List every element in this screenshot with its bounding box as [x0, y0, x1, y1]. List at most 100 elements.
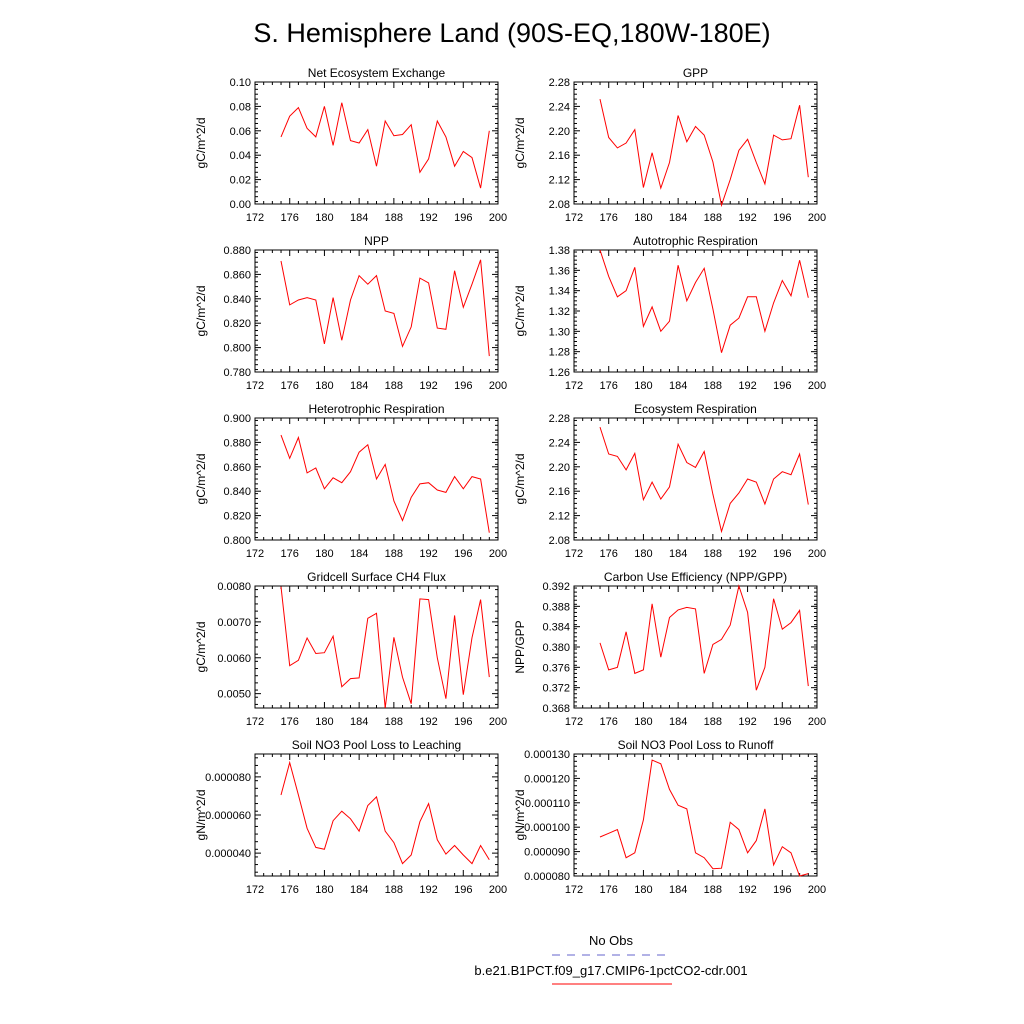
y-tick-label: 0.820: [223, 511, 251, 523]
x-tick-label: 200: [808, 212, 826, 224]
x-tick-label: 180: [634, 548, 652, 560]
series-line: [599, 426, 809, 534]
x-tick-label: 176: [600, 380, 618, 392]
x-tick-label: 172: [246, 884, 264, 896]
y-tick-label: 0.000110: [525, 798, 570, 810]
y-tick-label: 0.000080: [524, 871, 570, 883]
x-tick-label: 192: [419, 212, 437, 224]
x-tick-label: 176: [600, 212, 618, 224]
x-tick-label: 172: [565, 716, 583, 728]
y-tick-label: 1.28: [549, 347, 570, 359]
y-axis-label: gC/m^2/d: [194, 454, 208, 505]
panel-title: Net Ecosystem Exchange: [308, 66, 446, 80]
x-tick-label: 188: [385, 884, 403, 896]
y-axis-label: gC/m^2/d: [194, 286, 208, 337]
y-tick-label: 0.780: [223, 367, 251, 379]
y-axis-label: gN/m^2/d: [513, 790, 527, 841]
plot-frame: [254, 249, 499, 373]
y-tick-label: 0.000040: [205, 848, 251, 860]
y-tick-label: 2.28: [549, 413, 570, 425]
x-tick-label: 188: [704, 716, 722, 728]
x-tick-label: 200: [808, 380, 826, 392]
y-tick-label: 2.20: [549, 126, 570, 138]
y-tick-label: 0.000090: [524, 847, 570, 859]
x-tick-label: 184: [350, 548, 368, 560]
y-tick-label: 2.16: [549, 150, 570, 162]
y-tick-label: 0.388: [542, 601, 570, 613]
x-tick-label: 176: [600, 884, 618, 896]
chart-panel: Gridcell Surface CH4 Flux 172 176 180 184 188…: [194, 570, 507, 728]
x-tick-label: 184: [669, 884, 687, 896]
y-tick-label: 1.30: [549, 326, 570, 338]
panel-title: Heterotrophic Respiration: [308, 402, 444, 416]
y-tick-label: 0.0080: [217, 581, 251, 593]
plot-frame: [573, 753, 818, 877]
x-tick-label: 176: [281, 380, 299, 392]
y-tick-label: 0.02: [230, 175, 251, 187]
y-tick-label: 0.860: [223, 462, 251, 474]
y-tick-label: 0.368: [542, 703, 570, 715]
plot-frame: [573, 249, 818, 373]
y-tick-label: 0.000130: [524, 749, 570, 761]
y-tick-label: 2.12: [549, 511, 570, 523]
series-line: [599, 759, 809, 877]
x-tick-label: 176: [281, 716, 299, 728]
x-tick-label: 188: [704, 380, 722, 392]
y-axis-label: gN/m^2/d: [194, 790, 208, 841]
x-tick-label: 184: [669, 212, 687, 224]
y-axis-label: gC/m^2/d: [194, 622, 208, 673]
plot-frame: [254, 753, 499, 877]
x-tick-label: 176: [281, 212, 299, 224]
x-tick-label: 188: [385, 380, 403, 392]
x-tick-label: 196: [454, 716, 472, 728]
panel-title: NPP: [364, 234, 389, 248]
y-tick-label: 0.800: [223, 535, 251, 547]
x-tick-label: 184: [350, 716, 368, 728]
y-tick-label: 0.0070: [217, 617, 251, 629]
y-tick-label: 1.32: [549, 306, 570, 318]
x-tick-label: 172: [246, 380, 264, 392]
chart-panel: Net Ecosystem Exchange 172 176 180 184 188 192…: [194, 66, 507, 224]
y-tick-label: 0.10: [230, 77, 251, 89]
legend-model-label: b.e21.B1PCT.f09_g17.CMIP6-1pctCO2-cdr.00…: [474, 963, 747, 978]
x-tick-label: 180: [315, 380, 333, 392]
x-tick-label: 180: [315, 716, 333, 728]
x-tick-label: 180: [315, 548, 333, 560]
x-tick-label: 172: [246, 716, 264, 728]
series-line: [280, 586, 490, 709]
x-tick-label: 172: [246, 548, 264, 560]
x-tick-label: 172: [565, 212, 583, 224]
plot-frame: [573, 585, 818, 709]
x-tick-label: 188: [385, 212, 403, 224]
x-tick-label: 192: [738, 884, 756, 896]
y-tick-label: 0.08: [230, 101, 251, 113]
x-tick-label: 188: [704, 884, 722, 896]
x-tick-label: 184: [350, 212, 368, 224]
plot-frame: [254, 585, 499, 709]
x-tick-label: 200: [489, 716, 507, 728]
y-tick-label: 1.34: [549, 286, 570, 298]
y-tick-label: 0.820: [223, 318, 251, 330]
y-tick-label: 2.20: [549, 462, 570, 474]
y-tick-label: 0.0060: [217, 653, 251, 665]
y-axis-label: gC/m^2/d: [513, 118, 527, 169]
x-tick-label: 200: [489, 380, 507, 392]
y-tick-label: 0.000100: [524, 822, 570, 834]
y-tick-label: 0.0050: [217, 689, 251, 701]
x-tick-label: 192: [419, 380, 437, 392]
x-tick-label: 200: [489, 212, 507, 224]
chart-panel: Ecosystem Respiration 172 176 180 184 188 192 1…: [513, 402, 826, 560]
x-tick-label: 172: [565, 380, 583, 392]
x-tick-label: 196: [454, 212, 472, 224]
chart-panel: Soil NO3 Pool Loss to Leaching 172 176 180 1…: [194, 738, 507, 896]
x-tick-label: 192: [419, 884, 437, 896]
y-tick-label: 0.000060: [205, 810, 251, 822]
y-tick-label: 2.12: [549, 175, 570, 187]
x-tick-label: 200: [489, 884, 507, 896]
x-tick-label: 196: [773, 548, 791, 560]
series-line: [280, 102, 490, 189]
y-tick-label: 1.26: [549, 367, 570, 379]
panel-title: Gridcell Surface CH4 Flux: [307, 570, 446, 584]
y-tick-label: 0.04: [230, 150, 251, 162]
